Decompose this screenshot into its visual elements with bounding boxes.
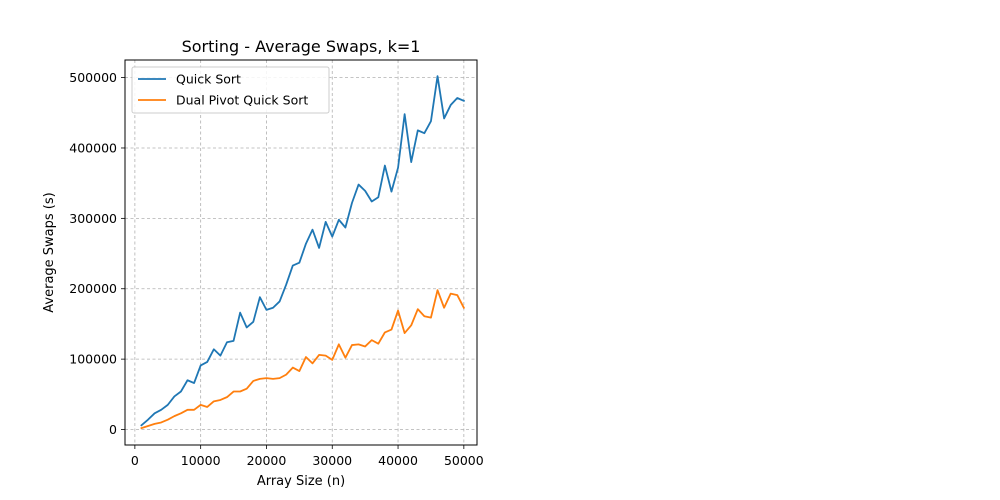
series-line-dual-pivot-quick-sort	[140, 289, 466, 430]
y-tick-label: 500000	[69, 70, 117, 85]
x-axis-label: Array Size (n)	[257, 474, 345, 489]
legend-box	[131, 66, 330, 114]
series-lines	[140, 75, 466, 430]
legend: Quick Sort Dual Pivot Quick Sort	[131, 66, 330, 114]
y-tick-label: 400000	[69, 140, 117, 155]
x-tick-label: 0	[131, 453, 139, 468]
grid-lines	[125, 60, 477, 445]
y-tick-label: 100000	[69, 352, 117, 367]
axis-ticks: 0 10000 20000 30000 40000 5000001000002000003…	[69, 70, 483, 468]
plot-area-frame	[124, 59, 478, 446]
y-tick-label: 200000	[69, 281, 117, 296]
x-tick-label: 50000	[444, 453, 484, 468]
x-tick-label: 30000	[312, 453, 352, 468]
x-tick-label: 10000	[181, 453, 221, 468]
x-tick-label: 40000	[378, 453, 418, 468]
series-line-quick-sort	[140, 75, 466, 427]
x-tick-label: 20000	[247, 453, 287, 468]
legend-label-quick-sort: Quick Sort	[176, 72, 241, 87]
legend-label-dual-pivot-quick-sort: Dual Pivot Quick Sort	[176, 93, 308, 108]
y-tick-label: 300000	[69, 211, 117, 226]
chart-title: Sorting - Average Swaps, k=1	[182, 37, 421, 56]
y-tick-label: 0	[109, 422, 117, 437]
y-axis-label: Average Swaps (s)	[42, 192, 57, 312]
